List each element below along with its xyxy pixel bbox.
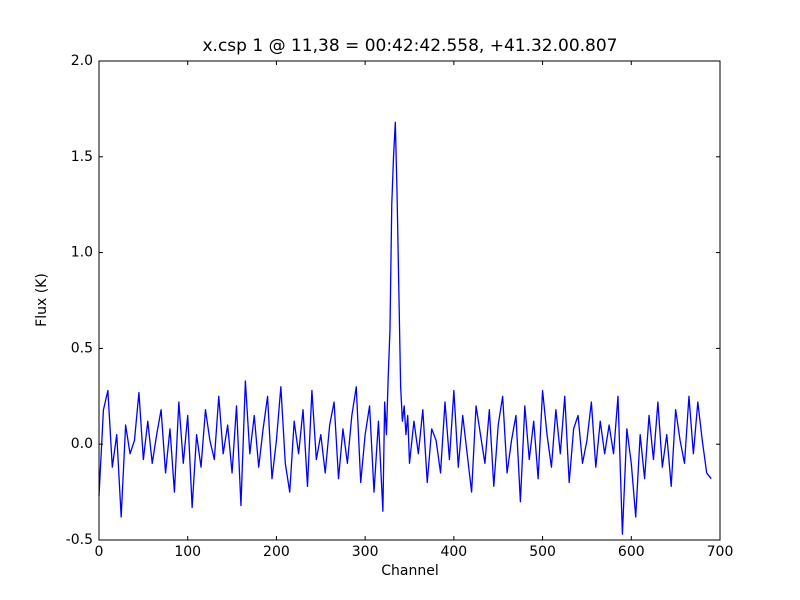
x-tick-label: 300 bbox=[352, 544, 379, 560]
y-tick-label: -0.5 bbox=[66, 532, 93, 548]
data-line bbox=[98, 121, 712, 535]
y-tick-label: 1.0 bbox=[71, 245, 93, 261]
y-tick-label: 1.5 bbox=[71, 149, 93, 165]
x-tick-label: 100 bbox=[174, 544, 201, 560]
x-tick-label: 500 bbox=[529, 544, 556, 560]
plot-frame bbox=[98, 60, 721, 541]
x-tick-label: 400 bbox=[440, 544, 467, 560]
x-tick-label: 700 bbox=[707, 544, 734, 560]
x-tick-label: 0 bbox=[95, 544, 104, 560]
y-tick-label: 0.0 bbox=[71, 436, 93, 452]
x-axis-label: Channel bbox=[381, 563, 438, 579]
chart-title: x.csp 1 @ 11,38 = 00:42:42.558, +41.32.0… bbox=[202, 36, 617, 56]
y-tick-label: 2.0 bbox=[71, 53, 93, 69]
y-axis-label: Flux (K) bbox=[34, 273, 50, 327]
y-tick-label: 0.5 bbox=[71, 340, 93, 356]
x-tick-label: 200 bbox=[263, 544, 290, 560]
x-tick-label: 600 bbox=[618, 544, 645, 560]
